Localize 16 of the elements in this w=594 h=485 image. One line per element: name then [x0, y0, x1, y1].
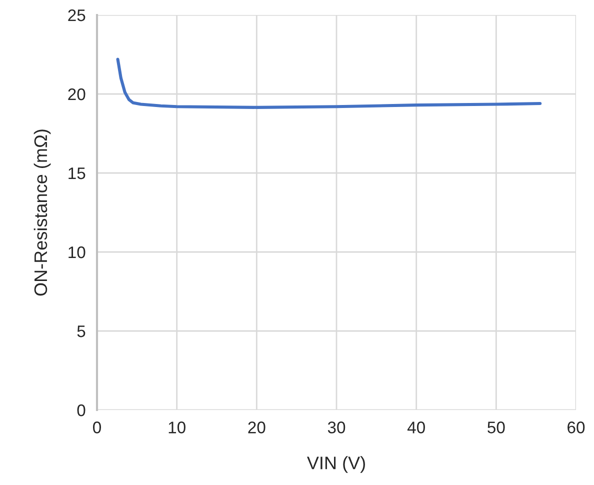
x-tick-label: 60: [568, 422, 585, 434]
x-tick-label: 50: [488, 422, 505, 434]
y-tick-label: 0: [77, 404, 86, 416]
y-tick-label: 25: [68, 9, 86, 22]
x-tick-label: 20: [248, 422, 266, 434]
y-tick-label: 20: [68, 88, 86, 100]
y-tick-label: 10: [68, 246, 86, 258]
x-axis-title: VIN (V): [306, 456, 365, 473]
x-tick-label: 10: [168, 422, 186, 434]
y-tick-label: 15: [68, 168, 86, 180]
x-tick-label: 0: [93, 422, 101, 434]
line-series: [116, 58, 542, 109]
x-tick-label: 30: [328, 422, 346, 434]
y-tick-label: 5: [77, 326, 86, 338]
x-tick-label: 40: [407, 422, 425, 434]
y-axis-title: ON-Resistance (mΩ): [34, 130, 51, 296]
